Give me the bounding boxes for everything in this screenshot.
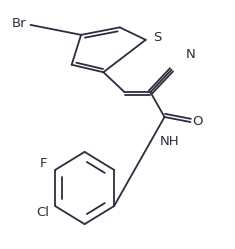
Text: Cl: Cl: [36, 206, 49, 219]
Text: F: F: [40, 157, 47, 170]
Text: NH: NH: [159, 135, 179, 148]
Text: O: O: [192, 115, 203, 128]
Text: Br: Br: [12, 17, 26, 30]
Text: N: N: [185, 48, 195, 61]
Text: S: S: [153, 31, 162, 44]
